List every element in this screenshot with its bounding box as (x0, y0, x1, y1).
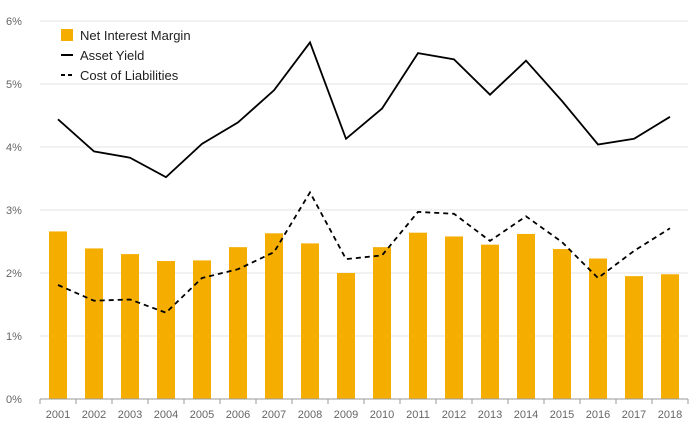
bar-2017 (625, 276, 643, 399)
x-tick-label: 2005 (190, 409, 214, 421)
x-tick-label: 2018 (658, 409, 682, 421)
y-tick-label: 5% (6, 79, 22, 91)
x-tick-label: 2012 (442, 409, 466, 421)
x-tick-label: 2007 (262, 409, 286, 421)
x-tick-label: 2011 (406, 409, 430, 421)
y-tick-label: 6% (6, 16, 22, 28)
bar-2018 (661, 274, 679, 399)
x-tick-label: 2014 (514, 409, 538, 421)
bar-2015 (553, 249, 571, 399)
x-tick-label: 2004 (154, 409, 178, 421)
y-axis-ticks: 0% 1% 2% 3% 4% 5% 6% (6, 16, 22, 406)
bar-2007 (265, 233, 283, 399)
bar-2006 (229, 247, 247, 399)
bar-2016 (589, 258, 607, 399)
x-tick-label: 2001 (46, 409, 70, 421)
bar-2010 (373, 247, 391, 399)
x-tick-label: 2017 (622, 409, 646, 421)
bar-2012 (445, 236, 463, 399)
y-tick-label: 3% (6, 205, 22, 217)
bar-2003 (121, 254, 139, 399)
bar-2011 (409, 232, 427, 399)
bars (49, 231, 679, 399)
bar-2013 (481, 244, 499, 399)
legend-label-cost-of-liabilities: Cost of Liabilities (80, 68, 179, 83)
x-tick-label: 2002 (82, 409, 106, 421)
x-tick-label: 2006 (226, 409, 250, 421)
lines (57, 40, 671, 314)
x-axis-ticks: 2001 2002 2003 2004 2005 2006 2007 2008 2009 2010… (46, 409, 682, 421)
bar-2004 (157, 261, 175, 399)
x-tick-label: 2013 (478, 409, 502, 421)
series-line-asset-yield (57, 40, 671, 179)
x-tick-label: 2003 (118, 409, 142, 421)
bar-2001 (49, 231, 67, 399)
y-tick-label: 4% (6, 142, 22, 154)
x-tick-label: 2015 (550, 409, 574, 421)
x-tick-label: 2010 (370, 409, 394, 421)
y-tick-label: 2% (6, 268, 22, 280)
legend-label-net-interest-margin: Net Interest Margin (80, 28, 191, 43)
x-tick-label: 2009 (334, 409, 358, 421)
bar-2014 (517, 233, 535, 399)
x-tick-label: 2016 (586, 409, 610, 421)
legend-swatch-net-interest-margin (61, 29, 73, 41)
bar-2008 (301, 243, 319, 399)
legend-label-asset-yield: Asset Yield (80, 48, 144, 63)
x-axis (39, 398, 689, 404)
gridlines (40, 20, 688, 337)
legend: Net Interest Margin Asset Yield Cost of … (61, 28, 191, 83)
y-tick-label: 0% (6, 394, 22, 406)
bar-2002 (85, 248, 103, 399)
x-tick-label: 2008 (298, 409, 322, 421)
bar-2005 (193, 260, 211, 399)
y-tick-label: 1% (6, 331, 22, 343)
bar-2009 (337, 273, 355, 399)
